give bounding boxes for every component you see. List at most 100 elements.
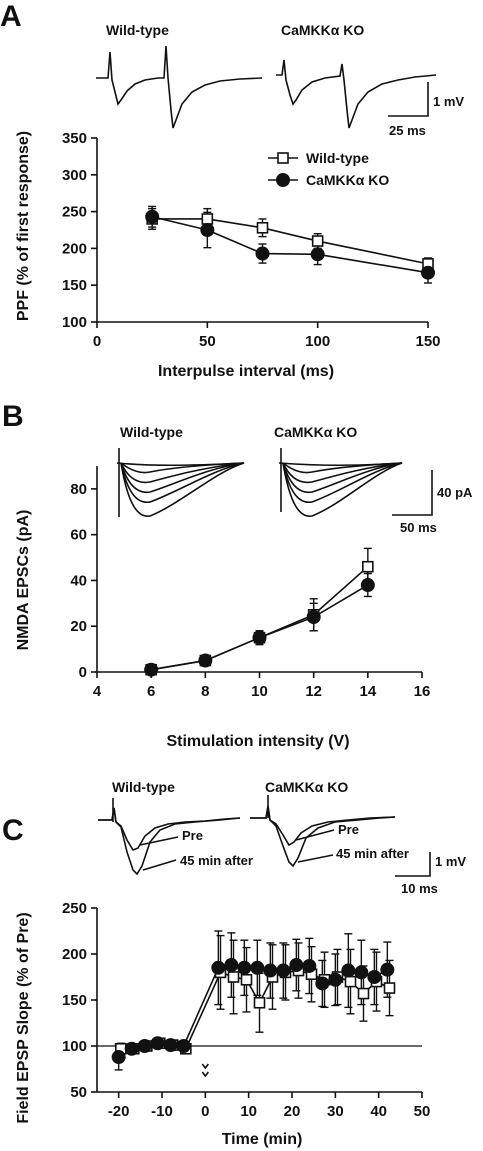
data-point-square — [362, 560, 374, 573]
chart-b: 0 20 40 60 80 4 6 8 10 12 14 16 — [70, 466, 430, 700]
x-tick-label: 0 — [201, 1103, 209, 1120]
data-point-circle — [302, 958, 317, 973]
chart-c-ylabel: Field EPSP Slope (% of Pre) — [15, 912, 32, 1123]
legend-ko-marker — [276, 173, 290, 187]
chart-b-xlabel: Stimulation intensity (V) — [166, 733, 349, 750]
x-tick-label: 30 — [327, 1103, 344, 1120]
data-point-square — [383, 982, 396, 994]
data-point-circle — [252, 630, 267, 645]
x-tick-label: 12 — [305, 683, 322, 700]
chart-a-ylabel: PPF (% of first response) — [15, 131, 32, 321]
series-line-0 — [151, 566, 369, 671]
x-tick-label: 50 — [414, 1103, 431, 1120]
data-point-circle — [367, 970, 382, 984]
panel-b-scale-x-label: 50 ms — [400, 520, 437, 535]
x-tick-label: 6 — [147, 683, 155, 700]
x-tick-label: 100 — [305, 333, 330, 350]
panel-a-trace-ko — [276, 59, 437, 129]
panel-b-trace-ko — [278, 448, 403, 517]
panel-b-scale-bar — [392, 470, 433, 516]
data-point-circle — [255, 246, 270, 261]
panel-a-scale-bar — [388, 82, 429, 117]
x-tick-label: -20 — [108, 1103, 130, 1120]
panel-a-scale-y-label: 1 mV — [433, 94, 464, 109]
pointer-after-wt — [142, 859, 177, 871]
y-tick-label: 100 — [62, 314, 87, 331]
data-point-circle — [176, 1039, 191, 1053]
chart-a-xlabel: Interpulse interval (ms) — [158, 363, 334, 380]
x-tick-label: 40 — [370, 1103, 387, 1120]
data-point-circle — [211, 960, 226, 975]
pointer-after-ko — [297, 854, 334, 863]
panel-c-trace-wt — [98, 798, 241, 876]
data-point-square — [344, 975, 357, 988]
y-tick-label: 250 — [62, 900, 87, 917]
x-tick-label: 20 — [284, 1103, 301, 1120]
x-tick-label: 10 — [251, 683, 268, 700]
y-tick-label: 0 — [79, 664, 87, 681]
y-tick-label: 150 — [62, 277, 87, 294]
chart-c-xlabel: Time (min) — [222, 1131, 303, 1148]
data-point-square — [256, 221, 269, 234]
y-tick-label: 350 — [62, 130, 87, 147]
x-tick-label: 8 — [201, 683, 209, 700]
y-tick-label: 20 — [70, 618, 87, 635]
panel-c-scale-bar — [395, 852, 431, 877]
y-tick-label: 50 — [70, 1084, 87, 1101]
panel-c-trace-ko — [250, 795, 396, 868]
y-tick-label: 250 — [62, 204, 87, 221]
panel-c-scale-x-label: 10 ms — [401, 881, 438, 896]
pointer-pre-ko — [295, 829, 335, 841]
data-point-circle — [315, 976, 330, 991]
panel-c-label: C — [2, 814, 24, 847]
data-point-circle — [250, 960, 265, 975]
chart-a-legend: Wild-type CaMKKα KO — [268, 150, 389, 188]
stimulus-arrow — [201, 1063, 209, 1070]
data-point-circle — [237, 960, 252, 975]
panel-c-scale-y-label: 1 mV — [435, 854, 466, 869]
y-tick-label: 300 — [62, 167, 87, 184]
panel-c-annotation-pre-ko: Pre — [338, 822, 359, 837]
panel-c-trace-label-ko: CaMKKα KO — [265, 779, 348, 795]
data-point-square — [201, 213, 214, 225]
data-point-circle — [137, 1039, 152, 1053]
data-point-square — [240, 973, 253, 986]
pointer-pre-wt — [139, 836, 179, 846]
panel-b-scale-y-label: 40 pA — [437, 485, 473, 500]
panel-c-annotation-pre-wt: Pre — [182, 828, 203, 843]
panel-b-trace-label-wt: Wild-type — [120, 424, 183, 440]
data-point-circle — [198, 653, 213, 668]
data-point-circle — [341, 963, 356, 978]
panel-b-trace-label-ko: CaMKKα KO — [274, 424, 357, 440]
data-point-circle — [124, 1041, 139, 1056]
data-point-square — [253, 996, 266, 1009]
data-point-circle — [354, 965, 369, 980]
x-tick-label: -10 — [151, 1103, 173, 1120]
x-tick-label: 10 — [240, 1103, 257, 1120]
y-tick-label: 100 — [62, 1038, 87, 1055]
x-tick-label: 0 — [93, 333, 101, 350]
x-tick-label: 16 — [414, 683, 431, 700]
series-line-0 — [152, 218, 429, 265]
panel-a-label: A — [0, 0, 22, 33]
data-point-circle — [380, 962, 395, 977]
data-point-circle — [150, 1036, 165, 1051]
data-point-square — [227, 971, 240, 983]
y-tick-label: 200 — [62, 946, 87, 963]
panel-c-annotation-after-ko: 45 min after — [336, 846, 409, 861]
panel-a-trace-label-ko: CaMKKα KO — [281, 22, 364, 38]
panel-c-annotation-after-wt: 45 min after — [180, 853, 253, 868]
legend-wt-label: Wild-type — [306, 150, 369, 166]
panel-b-trace-wt — [116, 448, 245, 517]
data-point-circle — [306, 610, 321, 625]
chart-a: 100 150 200 250 300 350 0 50 100 150 — [62, 130, 441, 350]
legend-ko-label: CaMKKα KO — [306, 172, 389, 188]
data-point-circle — [263, 963, 278, 978]
data-point-circle — [163, 1038, 178, 1053]
data-point-circle — [360, 578, 375, 593]
data-point-circle — [144, 662, 159, 677]
y-tick-label: 40 — [70, 572, 87, 589]
data-point-circle — [111, 1050, 126, 1065]
data-point-circle — [289, 958, 304, 973]
y-tick-label: 200 — [62, 240, 87, 257]
